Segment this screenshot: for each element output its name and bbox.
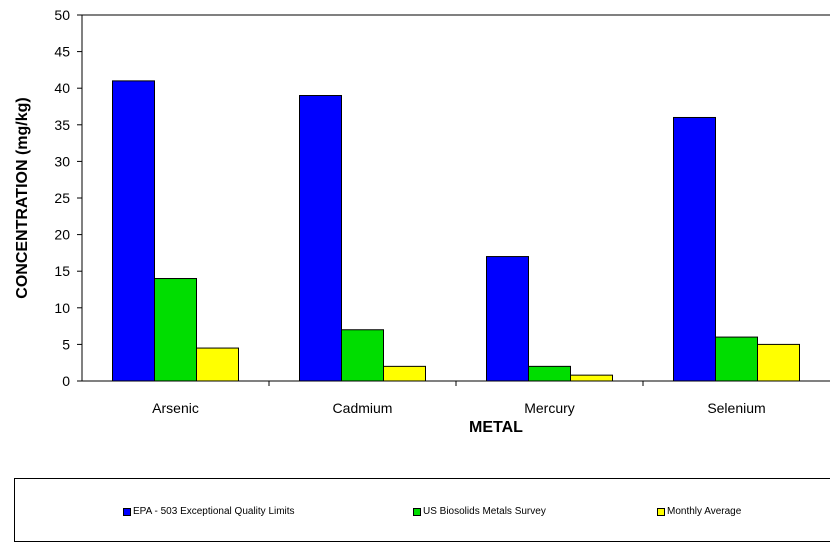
- bar: [383, 365, 426, 382]
- y-tick-label: 40: [54, 80, 70, 96]
- bar: [715, 336, 758, 382]
- x-axis: Arsenic Cadmium Mercury Selenium: [152, 381, 766, 416]
- bar: [757, 343, 800, 382]
- legend-label: EPA - 503 Exceptional Quality Limits: [133, 506, 295, 517]
- bar: [341, 329, 384, 382]
- bar: [154, 278, 197, 382]
- bar: [486, 256, 529, 382]
- y-axis-title: CONCENTRATION (mg/kg): [14, 97, 31, 298]
- legend-item: US Biosolids Metals Survey: [413, 506, 546, 517]
- bar: [673, 116, 716, 382]
- legend-swatch: [123, 507, 131, 516]
- y-tick-label: 5: [62, 336, 70, 352]
- y-tick-label: 30: [54, 153, 70, 169]
- bar-chart: 0 5 10 15 20 25 30 35 40 45 50 Arsenic Cadmium Mercu…: [14, 7, 830, 436]
- bar: [196, 347, 239, 382]
- legend-item: Monthly Average: [657, 506, 741, 517]
- legend-swatch: [413, 507, 421, 516]
- y-tick-label: 45: [54, 44, 70, 60]
- legend-swatch: [657, 507, 665, 516]
- y-tick-label: 50: [54, 7, 70, 23]
- y-tick-label: 35: [54, 117, 70, 133]
- x-tick-label: Arsenic: [152, 400, 199, 416]
- bar: [112, 80, 155, 382]
- x-tick-label: Mercury: [524, 400, 575, 416]
- bars: [112, 80, 800, 382]
- x-tick-label: Selenium: [707, 400, 765, 416]
- y-tick-label: 25: [54, 190, 70, 206]
- legend: EPA - 503 Exceptional Quality Limits US …: [14, 478, 830, 542]
- bar: [299, 95, 342, 382]
- y-tick-label: 20: [54, 227, 70, 243]
- bar: [570, 374, 613, 382]
- legend-item: EPA - 503 Exceptional Quality Limits: [123, 506, 295, 517]
- bar: [528, 365, 571, 382]
- y-axis: 0 5 10 15 20 25 30 35 40 45 50: [54, 7, 82, 389]
- y-tick-label: 10: [54, 300, 70, 316]
- y-tick-label: 0: [62, 373, 70, 389]
- legend-label: US Biosolids Metals Survey: [423, 506, 546, 517]
- y-tick-label: 15: [54, 263, 70, 279]
- legend-label: Monthly Average: [667, 506, 742, 517]
- x-axis-title: METAL: [469, 419, 523, 436]
- x-tick-label: Cadmium: [333, 400, 393, 416]
